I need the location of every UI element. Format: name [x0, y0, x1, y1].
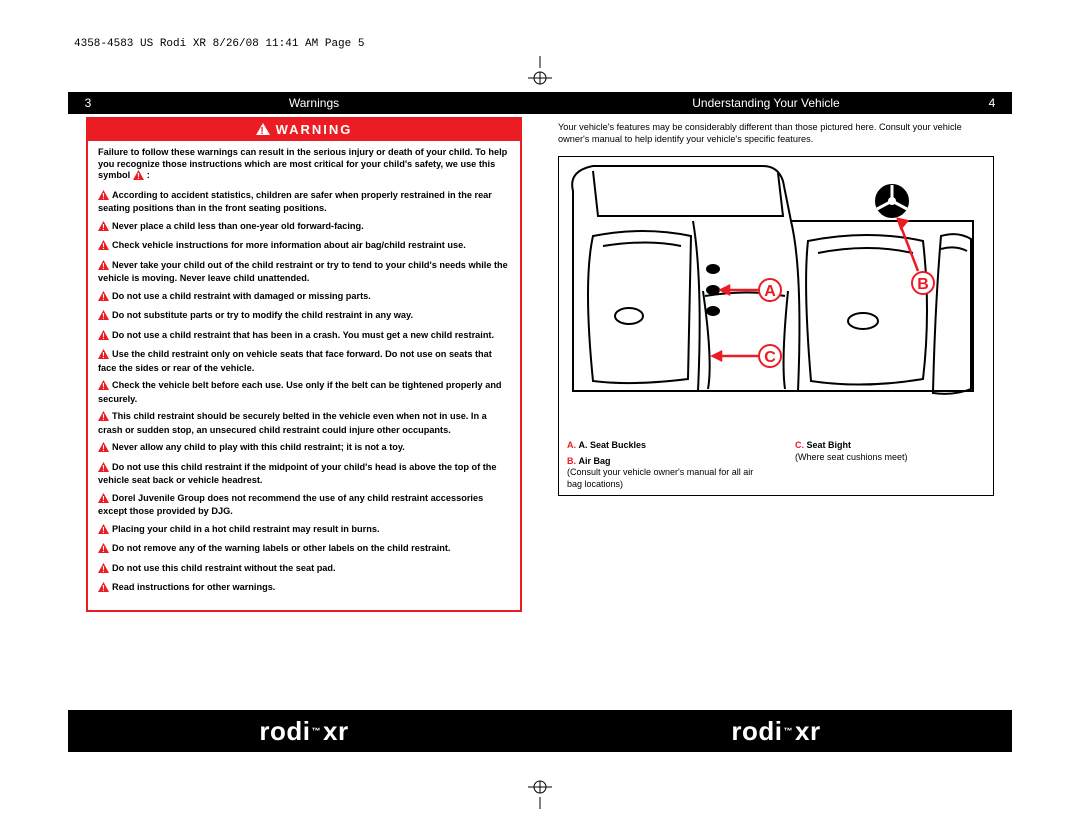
crop-mark-top: [520, 56, 560, 91]
warning-triangle-icon: !: [98, 493, 109, 507]
doc-meta: 4358-4583 US Rodi XR 8/26/08 11:41 AM Pa…: [74, 38, 364, 50]
warning-item: !Check the vehicle belt before each use.…: [98, 380, 510, 405]
warning-triangle-icon: !: [98, 221, 109, 235]
legend-c-note: (Where seat cushions meet): [795, 452, 985, 464]
warning-item: !Check vehicle instructions for more inf…: [98, 240, 510, 254]
brand-logo: rodi™ xr: [540, 710, 1012, 752]
warning-triangle-icon: !: [98, 240, 109, 254]
brand-logo: rodi™ xr: [68, 710, 540, 752]
crop-mark-bottom: [520, 779, 560, 814]
warning-item: !Do not use a child restraint that has b…: [98, 330, 510, 344]
right-intro: Your vehicle's features may be considera…: [558, 122, 994, 146]
svg-text:A: A: [764, 283, 776, 300]
warning-item: !Use the child restraint only on vehicle…: [98, 349, 510, 374]
warning-banner: ! WARNING: [88, 119, 520, 141]
svg-text:!: !: [102, 584, 105, 592]
svg-text:!: !: [102, 242, 105, 250]
warning-item: !Do not substitute parts or try to modif…: [98, 310, 510, 324]
warning-item: !This child restraint should be securely…: [98, 411, 510, 436]
svg-text:!: !: [102, 444, 105, 452]
warning-triangle-icon: !: [133, 170, 144, 184]
svg-text:!: !: [102, 545, 105, 553]
page-number-left: 3: [68, 96, 108, 110]
warning-item: !Do not use this child restraint if the …: [98, 462, 510, 487]
legend-b: Air Bag: [579, 456, 611, 466]
legend-a: A. Seat Buckles: [579, 440, 647, 450]
svg-text:!: !: [137, 172, 140, 180]
footer-left: rodi™ xr: [68, 710, 540, 752]
warning-box: ! WARNING Failure to follow these warnin…: [86, 117, 522, 612]
warning-triangle-icon: !: [98, 260, 109, 274]
warning-triangle-icon: !: [256, 123, 270, 138]
warning-triangle-icon: !: [98, 349, 109, 363]
legend-c: Seat Bight: [807, 440, 852, 450]
diagram-legend: A. A. Seat Buckles B. Air Bag (Consult y…: [563, 440, 989, 491]
warning-triangle-icon: !: [98, 462, 109, 476]
page-spread: 3 Warnings ! WARNING Failure to follow t…: [68, 92, 1012, 752]
warning-item: !Dorel Juvenile Group does not recommend…: [98, 493, 510, 518]
svg-text:!: !: [260, 126, 265, 135]
warning-triangle-icon: !: [98, 380, 109, 394]
warning-item: !Do not use this child restraint without…: [98, 563, 510, 577]
page-header-right: Understanding Your Vehicle 4: [540, 92, 1012, 114]
vehicle-diagram: A C B A. A. Seat Buckles B. Air Bag (Con…: [558, 156, 994, 496]
warning-triangle-icon: !: [98, 291, 109, 305]
warning-item: !Do not use a child restraint with damag…: [98, 291, 510, 305]
warning-item: !Never place a child less than one-year …: [98, 221, 510, 235]
page-right: Understanding Your Vehicle 4 Your vehicl…: [540, 92, 1012, 752]
svg-text:!: !: [102, 192, 105, 200]
warning-item: !Never allow any child to play with this…: [98, 442, 510, 456]
svg-text:!: !: [102, 332, 105, 340]
page-number-right: 4: [972, 96, 1012, 110]
footer-right: rodi™ xr: [540, 710, 1012, 752]
svg-text:!: !: [102, 223, 105, 231]
svg-text:!: !: [102, 526, 105, 534]
warning-body: Failure to follow these warnings can res…: [88, 141, 520, 610]
warning-item: !Never take your child out of the child …: [98, 260, 510, 285]
legend-col-left: A. A. Seat Buckles B. Air Bag (Consult y…: [567, 440, 757, 491]
warning-triangle-icon: !: [98, 330, 109, 344]
svg-text:!: !: [102, 413, 105, 421]
svg-text:C: C: [764, 349, 776, 366]
warning-triangle-icon: !: [98, 543, 109, 557]
warning-triangle-icon: !: [98, 442, 109, 456]
svg-text:!: !: [102, 262, 105, 270]
warning-triangle-icon: !: [98, 411, 109, 425]
page-left: 3 Warnings ! WARNING Failure to follow t…: [68, 92, 540, 752]
warning-triangle-icon: !: [98, 310, 109, 324]
svg-text:!: !: [102, 565, 105, 573]
warning-item: !Read instructions for other warnings.: [98, 582, 510, 596]
svg-text:!: !: [102, 382, 105, 390]
warning-item: !Do not remove any of the warning labels…: [98, 543, 510, 557]
warning-triangle-icon: !: [98, 524, 109, 538]
warning-item: !According to accident statistics, child…: [98, 190, 510, 215]
page-title-right: Understanding Your Vehicle: [560, 96, 972, 110]
svg-text:!: !: [102, 293, 105, 301]
warning-triangle-icon: !: [98, 190, 109, 204]
svg-text:!: !: [102, 464, 105, 472]
warning-item: !Placing your child in a hot child restr…: [98, 524, 510, 538]
warning-banner-text: WARNING: [276, 122, 353, 137]
warning-triangle-icon: !: [98, 582, 109, 596]
page-header-left: 3 Warnings: [68, 92, 540, 114]
legend-b-note: (Consult your vehicle owner's manual for…: [567, 467, 757, 490]
svg-text:!: !: [102, 312, 105, 320]
svg-text:!: !: [102, 495, 105, 503]
warning-triangle-icon: !: [98, 563, 109, 577]
page-title-left: Warnings: [108, 96, 520, 110]
svg-text:!: !: [102, 351, 105, 359]
right-body: Your vehicle's features may be considera…: [540, 114, 1012, 496]
warning-intro: Failure to follow these warnings can res…: [98, 147, 510, 184]
legend-col-right: C. Seat Bight (Where seat cushions meet): [795, 440, 985, 491]
svg-text:B: B: [917, 276, 929, 293]
